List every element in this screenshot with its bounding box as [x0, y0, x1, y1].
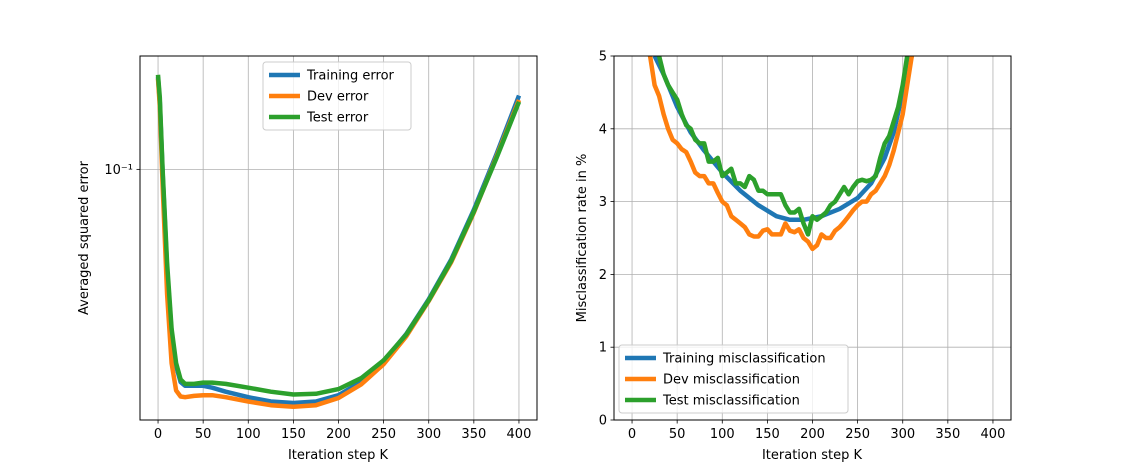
- x-tick-label: 400: [507, 427, 532, 442]
- series-line-dev-misclassification: [647, 56, 915, 252]
- series-line-test-error: [155, 74, 522, 397]
- right-ticks: 0 50 100 150 200 250 300 350 400 0 1 2 3 4 5: [599, 50, 1006, 443]
- x-tick-label: 250: [845, 427, 870, 442]
- y-tick-label: 5: [599, 50, 607, 65]
- y-tick-label: 1: [599, 341, 607, 356]
- x-tick-label: 0: [628, 427, 636, 442]
- x-tick-label: 300: [890, 427, 915, 442]
- x-tick-label: 300: [416, 427, 441, 442]
- left-plot: 0 50 100 150 200 250 300 350 400 10⁻¹ Iteration s…: [77, 55, 538, 463]
- legend-label: Training error: [306, 69, 395, 84]
- left-series: [155, 74, 522, 409]
- x-tick-label: 150: [755, 427, 780, 442]
- right-series: [647, 56, 915, 252]
- x-tick-label: 200: [800, 427, 825, 442]
- series-line-test-misclassification: [656, 56, 910, 237]
- x-tick-label: 0: [154, 427, 162, 442]
- legend-label: Dev misclassification: [663, 373, 800, 388]
- x-tick-label: 200: [326, 427, 351, 442]
- legend-label: Test misclassification: [662, 394, 800, 409]
- x-tick-label: 400: [981, 427, 1006, 442]
- left-ticks: 0 50 100 150 200 250 300 350 400 10⁻¹: [104, 163, 531, 442]
- right-plot: 0 50 100 150 200 250 300 350 400 0 1 2 3 4 5 Iteration…: [575, 50, 1012, 463]
- legend-label: Test error: [306, 111, 369, 126]
- left-x-axis-label: Iteration step K: [288, 448, 389, 463]
- right-y-axis-label: Misclassification rate in %: [575, 154, 590, 323]
- right-x-axis-label: Iteration step K: [762, 448, 863, 463]
- y-tick-label: 2: [599, 268, 607, 283]
- left-legend: Training error Dev error Test error: [262, 61, 412, 131]
- right-legend: Training misclassification Dev misclassif…: [618, 344, 849, 414]
- x-tick-label: 100: [236, 427, 261, 442]
- y-tick-label: 10⁻¹: [104, 163, 133, 178]
- legend-label: Training misclassification: [662, 352, 826, 367]
- x-tick-label: 50: [669, 427, 686, 442]
- legend-frame: [262, 61, 412, 131]
- legend-frame: [618, 344, 849, 414]
- x-tick-label: 350: [461, 427, 486, 442]
- y-tick-label: 3: [599, 195, 607, 210]
- y-tick-label: 0: [599, 414, 607, 429]
- left-y-axis-label: Averaged squared error: [77, 160, 92, 315]
- x-tick-label: 250: [371, 427, 396, 442]
- x-tick-label: 100: [710, 427, 735, 442]
- x-tick-label: 150: [281, 427, 306, 442]
- x-tick-label: 50: [195, 427, 212, 442]
- legend-label: Dev error: [307, 90, 369, 105]
- x-tick-label: 350: [935, 427, 960, 442]
- y-tick-label: 4: [599, 122, 607, 137]
